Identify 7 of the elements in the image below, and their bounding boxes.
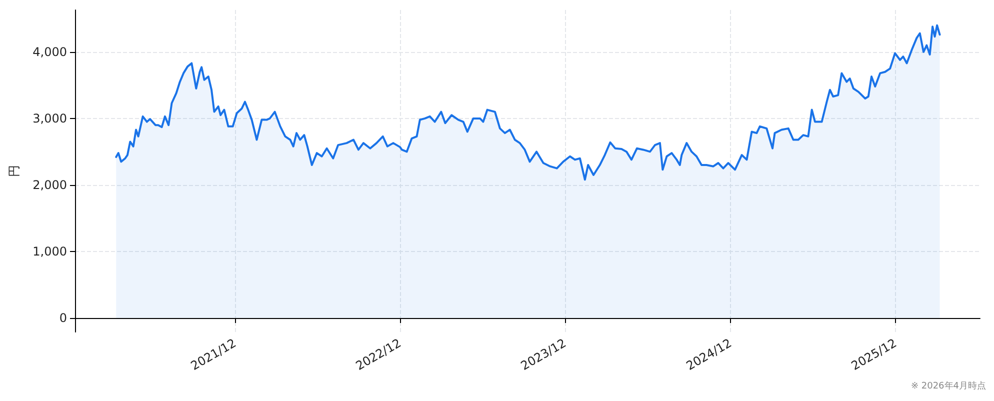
y-axis-title: 円 [7, 165, 21, 177]
y-tick-label: 3,000 [32, 111, 67, 126]
text: ※ 2026年4月時点 [910, 380, 986, 392]
y-tick-label: 1,000 [32, 244, 67, 258]
y-tick-label: 2,000 [32, 178, 67, 192]
y-tick-label: 4,000 [32, 44, 67, 59]
y-tick-label: 0 [59, 311, 67, 326]
